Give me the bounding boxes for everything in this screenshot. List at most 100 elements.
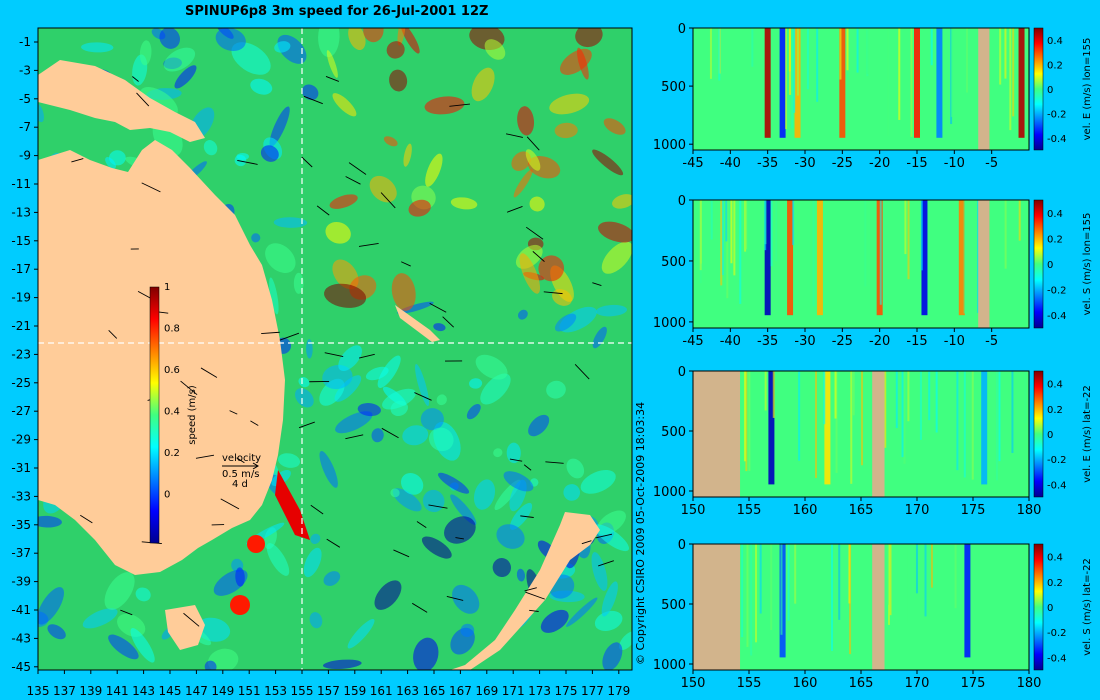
- section-x-tick-label: -40: [720, 334, 741, 349]
- colorbar-tick-label: -0.2: [1047, 109, 1067, 120]
- speed-patch: [554, 313, 577, 332]
- velocity-arrow: [412, 602, 428, 613]
- section-panel-3: 150 155 160 165 170 175 180 0 500 1000 0.4 0.2 0 -0.2…: [653, 365, 1093, 518]
- velocity-key-title: velocity: [222, 453, 261, 464]
- speed-patch: [235, 567, 245, 587]
- velocity-streak: [739, 200, 742, 304]
- new-zealand: [450, 512, 600, 670]
- velocity-arrow: [449, 103, 470, 107]
- speed-patch: [347, 618, 375, 649]
- velocity-streak: [884, 371, 887, 448]
- speed-patch: [274, 41, 291, 53]
- map-x-tick-label: 169: [475, 684, 498, 698]
- speed-patch: [324, 283, 367, 308]
- section-y-tick-label: 0: [678, 538, 686, 553]
- colorbar-gradient: [149, 286, 160, 544]
- speed-patch: [425, 153, 443, 187]
- velocity-arrow: [416, 521, 427, 528]
- velocity-arrow: [348, 162, 367, 175]
- speed-patch: [475, 354, 508, 380]
- speed-patch: [413, 637, 439, 670]
- speed-patch: [566, 597, 598, 627]
- map-y-tick-label: -15: [11, 234, 31, 248]
- velocity-streak: [755, 544, 758, 643]
- speed-patch: [326, 50, 338, 78]
- speed-patch: [575, 28, 603, 48]
- section-y-tick-label: 1000: [653, 138, 686, 153]
- velocity-arrow: [393, 549, 410, 558]
- velocity-streak: [950, 28, 953, 117]
- velocity-arrow: [401, 261, 411, 267]
- section-colorbar: 0.4 0.2 0 -0.2 -0.4 vel. S (m/s) lon=155: [1033, 199, 1093, 329]
- section-y-tick-label: 1000: [653, 485, 686, 500]
- velocity-arrow: [506, 206, 523, 213]
- velocity-streak: [888, 544, 891, 625]
- speed-patch: [390, 488, 400, 498]
- velocity-streak: [699, 200, 702, 271]
- speed-patch: [322, 659, 362, 670]
- map-x-tick-label: 163: [396, 684, 419, 698]
- velocity-arrow: [529, 609, 539, 612]
- velocity-arrow: [316, 205, 330, 216]
- section-x-tick-label: -5: [985, 334, 998, 349]
- section-x-tick-label: -25: [832, 156, 853, 171]
- velocity-key: velocity 0.5 m/s 4 d: [222, 453, 261, 490]
- velocity-streak: [839, 28, 842, 80]
- velocity-streak: [1009, 28, 1012, 131]
- colorbar-tick-label: -0.4: [1047, 134, 1067, 145]
- velocity-key-interval: 4 d: [232, 479, 248, 490]
- speed-patch: [529, 196, 545, 212]
- velocity-streak: [954, 544, 957, 609]
- map-x-tick-label: 159: [343, 684, 366, 698]
- speed-patch: [484, 39, 506, 60]
- velocity-streak: [906, 544, 909, 624]
- speed-patch: [513, 169, 533, 198]
- colorbar-label: vel. S (m/s) lat=-22: [1082, 558, 1093, 656]
- velocity-feature: [839, 28, 846, 138]
- velocity-arrow: [301, 156, 313, 168]
- section-x-tick-label: -15: [906, 156, 927, 171]
- velocity-arrow: [525, 226, 544, 240]
- colorbar-tick-label: 0: [1047, 85, 1053, 96]
- velocity-streak: [786, 544, 789, 620]
- velocity-arrow: [455, 537, 464, 540]
- east-australian-current: [275, 470, 310, 540]
- section-background: [693, 28, 1029, 150]
- velocity-streak: [915, 544, 918, 594]
- land-column: [693, 371, 741, 497]
- speed-patch: [47, 624, 66, 640]
- speed-patch: [473, 479, 496, 510]
- speed-patch: [382, 388, 416, 410]
- map-y-tick-label: -23: [11, 347, 31, 361]
- velocity-streak: [709, 28, 712, 79]
- velocity-streak: [815, 371, 818, 478]
- speed-patch: [421, 536, 452, 559]
- speed-patch: [511, 151, 531, 171]
- colorbar-gradient: [1033, 27, 1044, 151]
- speed-patch: [338, 345, 362, 372]
- speed-patch: [492, 558, 511, 578]
- velocity-streak: [721, 200, 724, 276]
- velocity-feature: [768, 371, 775, 485]
- speed-patch: [38, 515, 62, 528]
- map-x-tick-label: 161: [370, 684, 393, 698]
- velocity-feature: [958, 200, 965, 316]
- velocity-arrow: [250, 420, 259, 426]
- land-column: [872, 544, 885, 670]
- speed-patch: [450, 494, 477, 525]
- velocity-streak: [770, 544, 773, 630]
- speed-patch: [496, 524, 525, 549]
- section-x-tick-label: -25: [832, 334, 853, 349]
- speed-patch: [265, 243, 296, 274]
- map-x-tick-label: 171: [502, 684, 525, 698]
- speed-patch: [318, 28, 340, 58]
- speed-patch: [357, 403, 381, 417]
- speed-patch: [592, 149, 624, 176]
- velocity-streak: [823, 371, 826, 425]
- velocity-streak: [895, 371, 898, 429]
- velocity-streak: [741, 544, 744, 638]
- speed-patch: [540, 609, 569, 633]
- velocity-streak: [730, 200, 733, 264]
- velocity-streak: [780, 544, 783, 635]
- section-x-tick-label: -35: [757, 156, 778, 171]
